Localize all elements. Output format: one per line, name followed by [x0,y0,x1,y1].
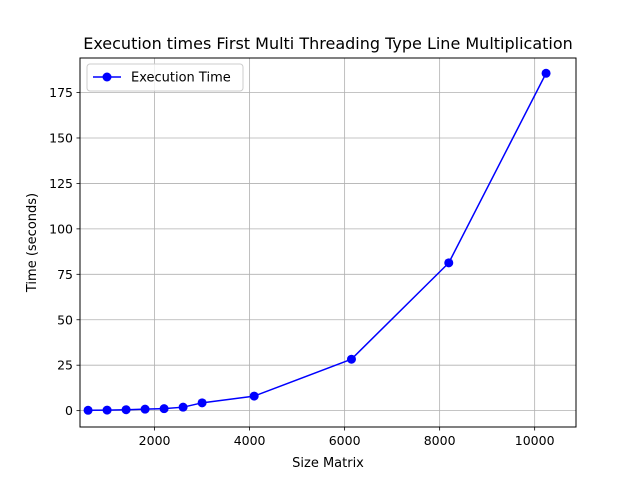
data-point [83,405,93,415]
x-axis-label: Size Matrix [292,456,364,471]
legend-marker-swatch [102,72,112,82]
plot-frame [79,57,577,428]
y-tick-label: 25 [57,358,73,373]
y-tick-label: 0 [65,403,73,418]
x-tick-label: 10000 [515,433,555,448]
y-tick-label: 125 [49,176,73,191]
legend: Execution Time [86,63,244,92]
x-tick-label: 2000 [139,433,171,448]
data-series [83,68,551,415]
y-tick-label: 75 [57,267,73,282]
y-tick-label: 50 [57,312,73,327]
data-point [197,398,207,408]
data-point [159,404,169,414]
y-axis-label: Time (seconds) [25,193,40,293]
y-tick-label: 175 [49,85,73,100]
x-tick-label: 4000 [234,433,266,448]
data-point [178,402,188,412]
y-axis-ticks: 0 25 50 75 100 125 150 175 [49,85,80,418]
x-tick-label: 6000 [329,433,361,448]
y-tick-label: 150 [49,130,73,145]
grid [80,58,576,427]
data-point [346,354,356,364]
legend-label: Execution Time [131,71,231,86]
legend-box [86,63,244,92]
y-tick-label: 100 [49,221,73,236]
data-point [444,258,454,268]
x-axis-ticks: 2000 4000 6000 8000 10000 [139,427,555,448]
data-point [102,405,112,415]
chart-title: Execution times First Multi Threading Ty… [83,34,573,53]
data-point [121,405,131,415]
data-point [249,391,259,401]
x-tick-label: 8000 [424,433,456,448]
data-point [541,68,551,78]
data-point [140,404,150,414]
